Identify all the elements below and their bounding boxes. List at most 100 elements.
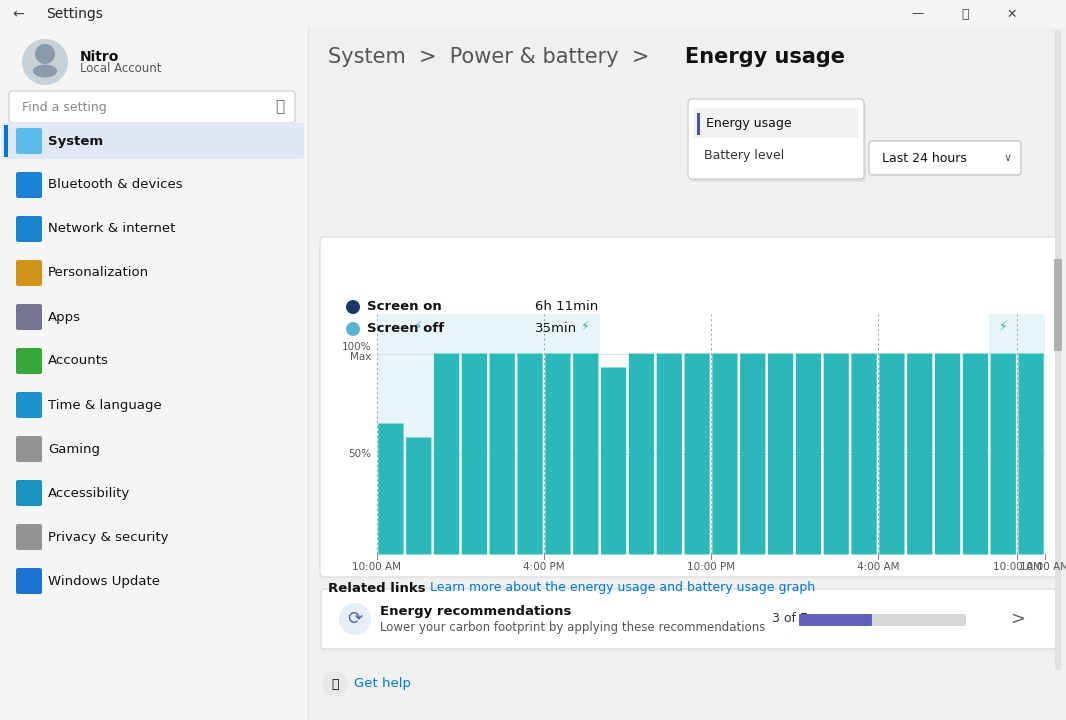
FancyBboxPatch shape	[879, 354, 905, 554]
FancyBboxPatch shape	[657, 354, 682, 554]
FancyBboxPatch shape	[320, 237, 1060, 577]
Text: —: —	[911, 7, 924, 20]
Text: 50%: 50%	[348, 449, 371, 459]
Text: ✕: ✕	[1006, 7, 1017, 20]
Circle shape	[322, 671, 348, 697]
Text: 4:00 PM: 4:00 PM	[523, 562, 565, 572]
FancyBboxPatch shape	[16, 436, 42, 462]
FancyBboxPatch shape	[907, 354, 933, 554]
Text: ⌕: ⌕	[275, 99, 285, 114]
FancyBboxPatch shape	[690, 102, 866, 182]
FancyBboxPatch shape	[16, 348, 42, 374]
FancyBboxPatch shape	[16, 128, 42, 154]
FancyBboxPatch shape	[712, 354, 738, 554]
Text: Battery level: Battery level	[704, 148, 785, 161]
Text: 10:00 AM: 10:00 AM	[992, 562, 1041, 572]
Text: Windows Update: Windows Update	[48, 575, 160, 588]
FancyBboxPatch shape	[434, 354, 459, 554]
Bar	[4, 125, 7, 157]
Text: Personalization: Personalization	[48, 266, 149, 279]
Text: Lower your carbon footprint by applying these recommendations: Lower your carbon footprint by applying …	[379, 621, 765, 634]
Text: Energy recommendations: Energy recommendations	[379, 605, 571, 618]
Bar	[0, 27, 308, 720]
FancyBboxPatch shape	[2, 123, 304, 159]
FancyBboxPatch shape	[693, 108, 859, 138]
Text: Apps: Apps	[48, 310, 81, 323]
FancyBboxPatch shape	[16, 524, 42, 550]
Text: ⚡: ⚡	[999, 320, 1007, 333]
FancyBboxPatch shape	[1054, 259, 1062, 351]
Text: 35min: 35min	[535, 323, 577, 336]
Bar	[0, 27, 308, 90]
Bar	[989, 314, 1045, 554]
FancyBboxPatch shape	[16, 568, 42, 594]
Text: Accounts: Accounts	[48, 354, 109, 367]
Text: Accessibility: Accessibility	[48, 487, 130, 500]
Text: ∨: ∨	[1004, 153, 1012, 163]
FancyBboxPatch shape	[688, 99, 865, 179]
FancyBboxPatch shape	[16, 260, 42, 286]
Text: Gaming: Gaming	[48, 443, 100, 456]
Text: System  >  Power & battery  >: System > Power & battery >	[328, 47, 663, 67]
FancyBboxPatch shape	[9, 91, 295, 123]
FancyBboxPatch shape	[629, 354, 655, 554]
Text: ⚡: ⚡	[415, 320, 423, 333]
FancyBboxPatch shape	[740, 354, 765, 554]
Text: System: System	[48, 135, 103, 148]
FancyBboxPatch shape	[684, 354, 710, 554]
Text: 🔔: 🔔	[332, 678, 339, 690]
Text: Time & language: Time & language	[48, 398, 162, 412]
FancyBboxPatch shape	[768, 354, 793, 554]
FancyBboxPatch shape	[963, 354, 988, 554]
Text: 6h 11min: 6h 11min	[535, 300, 598, 313]
FancyBboxPatch shape	[517, 354, 543, 554]
Bar	[697, 113, 700, 135]
Circle shape	[339, 603, 371, 635]
Text: Screen off: Screen off	[367, 323, 445, 336]
Text: >: >	[1011, 610, 1025, 628]
FancyBboxPatch shape	[800, 614, 872, 626]
Circle shape	[346, 300, 360, 314]
FancyBboxPatch shape	[824, 354, 849, 554]
Text: Settings: Settings	[47, 7, 103, 21]
FancyBboxPatch shape	[935, 354, 960, 554]
FancyBboxPatch shape	[869, 141, 1021, 175]
Text: Screen on: Screen on	[367, 300, 441, 313]
Text: Find a setting: Find a setting	[22, 101, 107, 114]
FancyBboxPatch shape	[852, 354, 876, 554]
FancyBboxPatch shape	[16, 172, 42, 198]
FancyBboxPatch shape	[1018, 354, 1044, 554]
FancyBboxPatch shape	[990, 354, 1016, 554]
FancyBboxPatch shape	[378, 423, 404, 554]
Circle shape	[346, 322, 360, 336]
Text: Bluetooth & devices: Bluetooth & devices	[48, 179, 182, 192]
Circle shape	[22, 39, 68, 85]
Text: ←: ←	[12, 7, 23, 21]
FancyBboxPatch shape	[16, 216, 42, 242]
Text: Related links: Related links	[328, 582, 425, 595]
Bar	[308, 27, 1066, 720]
Bar	[377, 314, 600, 554]
FancyBboxPatch shape	[489, 354, 515, 554]
FancyBboxPatch shape	[16, 304, 42, 330]
FancyBboxPatch shape	[601, 367, 626, 554]
Bar	[0, 0, 1066, 27]
Text: Last 24 hours: Last 24 hours	[882, 151, 967, 164]
Text: Network & internet: Network & internet	[48, 222, 176, 235]
FancyBboxPatch shape	[800, 614, 966, 626]
FancyBboxPatch shape	[406, 438, 432, 554]
Text: 10:00 PM: 10:00 PM	[687, 562, 736, 572]
Text: 4:00 AM: 4:00 AM	[857, 562, 900, 572]
Text: ⬜: ⬜	[962, 7, 969, 20]
Text: Energy usage: Energy usage	[706, 117, 792, 130]
Text: Max: Max	[350, 352, 371, 362]
Text: Learn more about the energy usage and battery usage graph: Learn more about the energy usage and ba…	[430, 582, 815, 595]
FancyBboxPatch shape	[574, 354, 598, 554]
Text: Nitro: Nitro	[80, 50, 119, 64]
Bar	[1055, 30, 1061, 670]
FancyBboxPatch shape	[16, 392, 42, 418]
FancyBboxPatch shape	[321, 589, 1056, 649]
FancyBboxPatch shape	[462, 354, 487, 554]
Text: 10:00 AM: 10:00 AM	[1020, 562, 1066, 572]
FancyBboxPatch shape	[546, 354, 570, 554]
